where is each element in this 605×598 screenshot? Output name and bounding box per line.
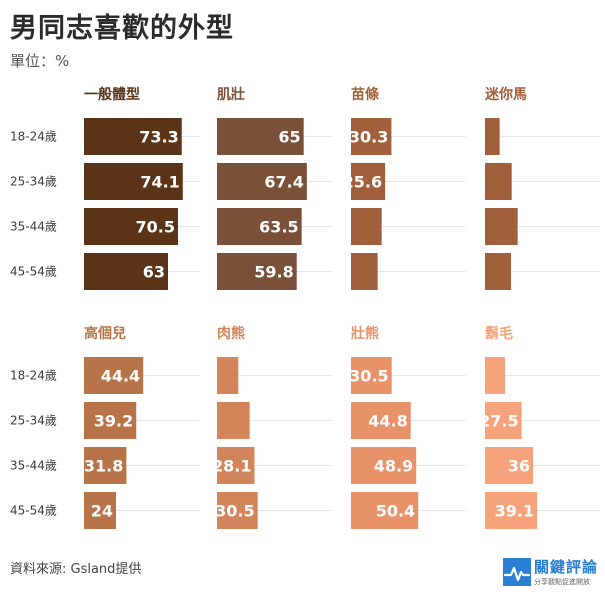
data-label: 39.1 (495, 502, 534, 521)
source-note: 資料來源: Gsland提供 (10, 562, 142, 577)
row-label-18-24歲: 18-24歲 (10, 130, 57, 144)
panel-header-肌壯: 肌壯 (217, 86, 245, 103)
bar-肌壯-25-34歲 (217, 163, 307, 200)
data-label: 59.8 (254, 263, 293, 282)
row-label-18-24歲: 18-24歲 (10, 369, 57, 383)
bar-肉熊-45-54歲 (217, 492, 258, 529)
chart-title: 男同志喜歡的外型 (10, 13, 234, 44)
bar-壯熊-18-24歲 (351, 357, 392, 394)
bar-鬍毛-45-54歲 (485, 492, 538, 529)
data-label: 48.9 (374, 457, 413, 476)
bar-一般體型-45-54歲 (84, 253, 168, 290)
bar-迷你馬-25-34歲 (485, 163, 512, 200)
publisher-logo: 關鍵評論 分享觀點促進開放 (503, 556, 601, 590)
bar-高個兒-25-34歲 (84, 402, 137, 439)
data-label: 67.4 (264, 173, 303, 192)
data-label: 73.3 (139, 128, 178, 147)
panel-header-鬍毛: 鬍毛 (485, 325, 513, 342)
chart-subtitle: 單位：% (10, 52, 70, 70)
row-label-45-54歲: 45-54歲 (10, 504, 57, 518)
bar-一般體型-25-34歲 (84, 163, 183, 200)
bar-苗條-35-44歲 (351, 208, 382, 245)
bar-肉熊-35-44歲 (217, 447, 255, 484)
row-label-35-44歲: 35-44歲 (10, 459, 57, 473)
heartbeat-icon (503, 558, 531, 586)
data-label: 39.2 (94, 412, 133, 431)
bar-高個兒-18-24歲 (84, 357, 144, 394)
bar-鬍毛-18-24歲 (485, 357, 505, 394)
bar-鬍毛-25-34歲 (485, 402, 522, 439)
row-label-35-44歲: 35-44歲 (10, 220, 57, 234)
bar-高個兒-45-54歲 (84, 492, 116, 529)
data-label: 24 (91, 502, 113, 521)
data-label: 74.1 (140, 173, 179, 192)
bar-苗條-18-24歲 (351, 118, 392, 155)
data-label: 31.8 (84, 457, 123, 476)
data-label: 25.6 (343, 173, 382, 192)
panel-header-一般體型: 一般體型 (84, 86, 140, 103)
logo-tagline: 分享觀點促進開放 (534, 578, 590, 586)
bar-一般體型-35-44歲 (84, 208, 178, 245)
bar-肉熊-18-24歲 (217, 357, 239, 394)
row-label-45-54歲: 45-54歲 (10, 265, 57, 279)
bar-壯熊-25-34歲 (351, 402, 411, 439)
panel-header-壯熊: 壯熊 (351, 325, 379, 342)
bar-肌壯-45-54歲 (217, 253, 297, 290)
data-label: 44.8 (368, 412, 407, 431)
panel-header-高個兒: 高個兒 (84, 325, 126, 342)
data-label: 50.4 (376, 502, 415, 521)
bar-迷你馬-35-44歲 (485, 208, 518, 245)
data-label: 30.3 (349, 128, 388, 147)
bar-肌壯-18-24歲 (217, 118, 304, 155)
bar-一般體型-18-24歲 (84, 118, 182, 155)
bar-迷你馬-45-54歲 (485, 253, 511, 290)
bar-壯熊-35-44歲 (351, 447, 417, 484)
data-label: 65 (278, 128, 300, 147)
panel-header-苗條: 苗條 (351, 86, 380, 103)
bar-壯熊-45-54歲 (351, 492, 419, 529)
panel-header-迷你馬: 迷你馬 (484, 86, 527, 103)
data-label: 30.5 (215, 502, 254, 521)
data-label: 63.5 (259, 218, 298, 237)
data-label: 28.1 (212, 457, 251, 476)
bar-肌壯-35-44歲 (217, 208, 302, 245)
bar-鬍毛-35-44歲 (485, 447, 533, 484)
data-label: 36 (508, 457, 530, 476)
bar-高個兒-35-44歲 (84, 447, 127, 484)
bar-苗條-45-54歲 (351, 253, 378, 290)
data-label: 30.5 (349, 367, 388, 386)
bar-迷你馬-18-24歲 (485, 118, 500, 155)
panel-header-肉熊: 肉熊 (217, 325, 245, 342)
data-label: 44.4 (101, 367, 140, 386)
bar-肉熊-25-34歲 (217, 402, 250, 439)
data-label: 70.5 (136, 218, 175, 237)
data-label: 27.5 (479, 412, 518, 431)
row-label-25-34歲: 25-34歲 (10, 414, 57, 428)
bar-苗條-25-34歲 (351, 163, 386, 200)
row-label-25-34歲: 25-34歲 (10, 175, 57, 189)
logo-name: 關鍵評論 (534, 558, 599, 576)
data-label: 63 (143, 263, 165, 282)
